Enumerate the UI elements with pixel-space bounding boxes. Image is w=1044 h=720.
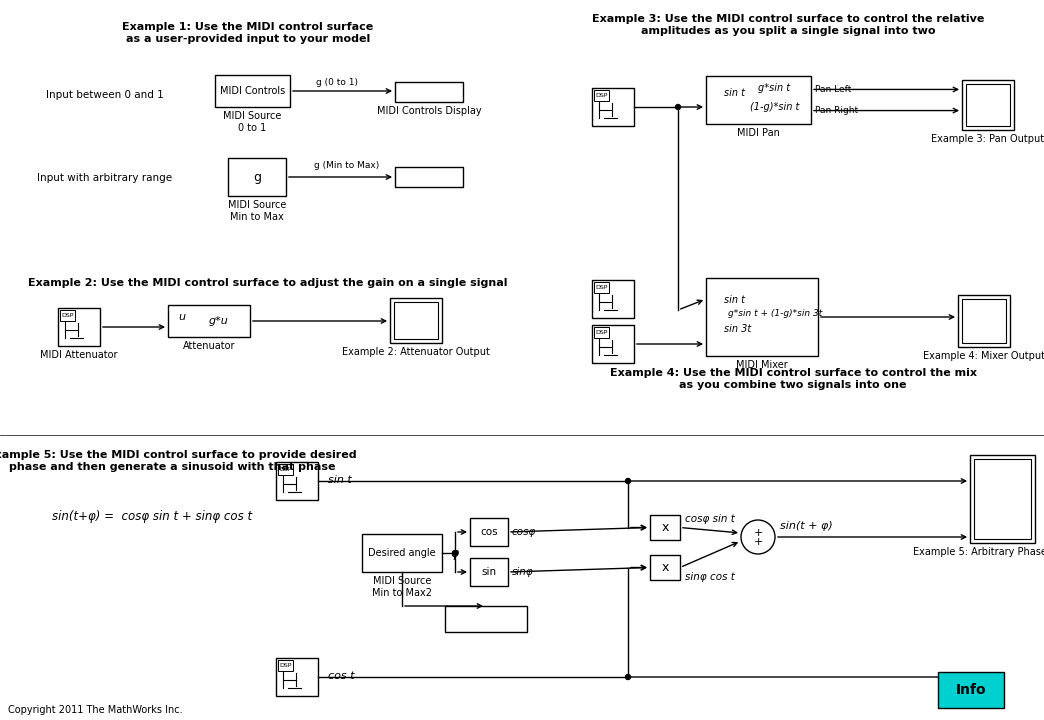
Text: φ: φ [450,546,458,559]
Text: DSP: DSP [280,663,291,668]
FancyBboxPatch shape [278,660,293,671]
FancyBboxPatch shape [470,518,508,546]
Text: DSP: DSP [595,330,608,335]
Text: g*u: g*u [209,316,229,326]
Text: g*sin t: g*sin t [758,83,790,93]
Text: MIDI Controls: MIDI Controls [220,86,285,96]
FancyBboxPatch shape [394,302,438,339]
FancyBboxPatch shape [966,84,1010,126]
FancyBboxPatch shape [650,555,680,580]
FancyBboxPatch shape [276,658,318,696]
FancyBboxPatch shape [594,327,609,338]
Text: MIDI Source
0 to 1: MIDI Source 0 to 1 [223,111,282,132]
Text: Pan Left: Pan Left [815,85,851,94]
Text: DSP: DSP [62,313,74,318]
Text: sin(t+φ) =  cosφ sin t + sinφ cos t: sin(t+φ) = cosφ sin t + sinφ cos t [52,510,252,523]
FancyBboxPatch shape [650,515,680,540]
FancyBboxPatch shape [706,278,818,356]
Text: g (0 to 1): g (0 to 1) [316,78,358,87]
FancyBboxPatch shape [58,308,100,346]
FancyBboxPatch shape [168,305,250,337]
Text: cos t: cos t [328,671,355,681]
FancyBboxPatch shape [470,558,508,586]
FancyBboxPatch shape [228,158,286,196]
Text: x: x [661,521,669,534]
Text: sinφ cos t: sinφ cos t [685,572,735,582]
Text: +: + [754,528,763,538]
Text: Example 5: Arbitrary Phase Sinusoid: Example 5: Arbitrary Phase Sinusoid [914,547,1044,557]
FancyBboxPatch shape [395,82,462,102]
Text: g*sin t + (1-g)*sin 3t: g*sin t + (1-g)*sin 3t [729,309,823,318]
Text: MIDI Attenuator: MIDI Attenuator [41,350,118,360]
FancyBboxPatch shape [276,462,318,500]
FancyBboxPatch shape [962,299,1006,343]
FancyBboxPatch shape [594,90,609,101]
Text: u: u [179,312,186,322]
Circle shape [625,675,631,680]
Text: cosφ: cosφ [512,527,537,537]
FancyBboxPatch shape [592,325,634,363]
Text: MIDI Source
Min to Max2: MIDI Source Min to Max2 [372,576,432,598]
Text: Pan Right: Pan Right [815,106,858,115]
Text: Desired angle: Desired angle [369,548,435,558]
Text: sin t: sin t [723,88,745,98]
Text: Example 2: Attenuator Output: Example 2: Attenuator Output [342,347,490,357]
Text: DSP: DSP [595,285,608,290]
Text: sinφ: sinφ [512,567,533,577]
FancyBboxPatch shape [970,455,1035,543]
FancyBboxPatch shape [395,167,462,187]
Text: (1-g)*sin t: (1-g)*sin t [750,102,799,112]
Text: sin t: sin t [723,295,745,305]
Text: Example 2: Use the MIDI control surface to adjust the gain on a single signal: Example 2: Use the MIDI control surface … [28,278,507,288]
FancyBboxPatch shape [278,464,293,475]
Text: cos: cos [480,527,498,537]
Circle shape [625,479,631,484]
Text: g (Min to Max): g (Min to Max) [314,161,380,170]
Text: sin(t + φ): sin(t + φ) [780,521,833,531]
Text: Input with arbitrary range: Input with arbitrary range [38,173,172,183]
Text: cosφ sin t: cosφ sin t [685,513,735,523]
Circle shape [675,104,681,109]
Text: DSP: DSP [595,93,608,98]
FancyBboxPatch shape [974,459,1031,539]
Text: Attenuator: Attenuator [183,341,235,351]
Text: Example 1: Use the MIDI control surface
as a user-provided input to your model: Example 1: Use the MIDI control surface … [122,22,374,44]
FancyBboxPatch shape [215,75,290,107]
Text: sin: sin [481,567,497,577]
Text: Copyright 2011 The MathWorks Inc.: Copyright 2011 The MathWorks Inc. [8,705,183,715]
Text: MIDI Source
Min to Max: MIDI Source Min to Max [228,200,286,222]
Text: Example 3: Pan Output: Example 3: Pan Output [931,134,1044,144]
FancyBboxPatch shape [60,310,75,321]
FancyBboxPatch shape [592,280,634,318]
Text: sin 3t: sin 3t [723,324,752,333]
Text: Input between 0 and 1: Input between 0 and 1 [46,90,164,100]
Circle shape [741,520,775,554]
Circle shape [452,551,457,556]
Text: x: x [661,561,669,574]
Text: Example 4: Mixer Output: Example 4: Mixer Output [923,351,1044,361]
FancyBboxPatch shape [390,298,442,343]
Text: +: + [754,537,763,547]
Text: Example 4: Use the MIDI control surface to control the mix
as you combine two si: Example 4: Use the MIDI control surface … [610,368,976,390]
Text: g: g [253,171,261,184]
Text: Example 5: Use the MIDI control surface to provide desired
phase and then genera: Example 5: Use the MIDI control surface … [0,450,357,472]
Text: MIDI Pan: MIDI Pan [737,128,780,138]
Text: Example 3: Use the MIDI control surface to control the relative
amplitudes as yo: Example 3: Use the MIDI control surface … [592,14,984,35]
FancyBboxPatch shape [938,672,1004,708]
Text: sin t: sin t [328,475,352,485]
Text: MIDI Controls Display: MIDI Controls Display [377,106,481,116]
FancyBboxPatch shape [362,534,442,572]
FancyBboxPatch shape [592,88,634,126]
FancyBboxPatch shape [706,76,811,124]
FancyBboxPatch shape [445,606,527,632]
Text: Info: Info [955,683,987,697]
Text: DSP: DSP [280,467,291,472]
Text: MIDI Mixer: MIDI Mixer [736,360,788,370]
FancyBboxPatch shape [594,282,609,293]
FancyBboxPatch shape [962,80,1014,130]
FancyBboxPatch shape [958,295,1010,347]
